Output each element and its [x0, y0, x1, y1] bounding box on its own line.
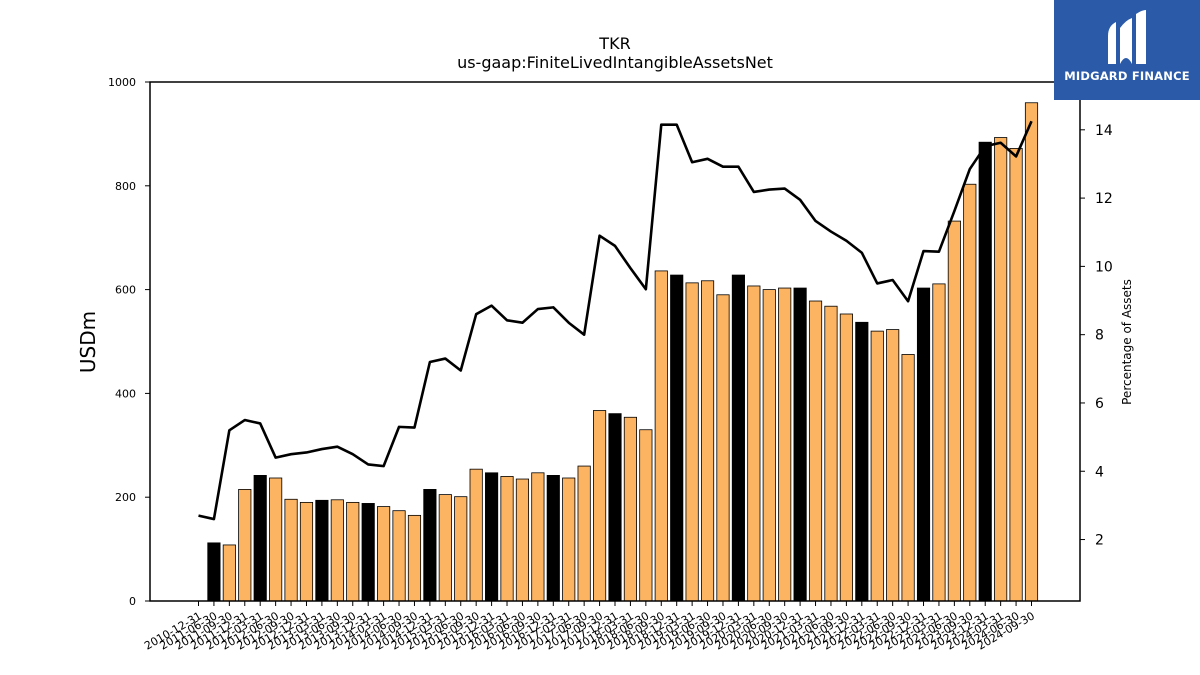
chart-title: TKR — [598, 34, 630, 53]
line-series — [198, 120, 1033, 521]
y2-tick-label: 2 — [1095, 533, 1104, 549]
bar-series — [207, 102, 1039, 602]
bar — [747, 285, 761, 602]
y-tick-label: 800 — [115, 180, 136, 193]
bar — [916, 287, 931, 602]
bar — [793, 287, 807, 602]
y-axis-label: USDm — [76, 311, 100, 373]
bar — [932, 283, 946, 602]
bar — [315, 499, 329, 602]
percentage-line — [198, 120, 1033, 521]
y-tick-label: 400 — [115, 387, 136, 400]
y2-tick-label: 12 — [1095, 191, 1113, 207]
bar — [947, 220, 961, 602]
bar — [639, 429, 653, 602]
bar — [1024, 102, 1039, 602]
bar — [238, 489, 252, 602]
y-tick-label: 1000 — [108, 76, 136, 89]
brand-name: MIDGARD FINANCE — [1064, 69, 1190, 83]
y-tick-label: 200 — [115, 491, 136, 504]
bar — [716, 294, 730, 602]
bar — [207, 542, 221, 602]
brand-logo: MIDGARD FINANCE — [1054, 0, 1200, 100]
bar — [222, 544, 236, 602]
bar — [808, 300, 823, 602]
bar — [330, 499, 344, 602]
bar — [731, 274, 745, 602]
bar — [1009, 148, 1023, 602]
y2-tick-label: 10 — [1095, 259, 1113, 275]
x-axis: 2010-12-312011-06-302011-09-302011-12-31… — [142, 601, 1037, 653]
bar — [839, 313, 853, 602]
bar — [685, 282, 699, 602]
bar — [963, 183, 977, 602]
y2-tick-label: 14 — [1095, 123, 1113, 139]
bar — [886, 329, 900, 602]
bar — [253, 475, 267, 602]
bar — [269, 477, 283, 602]
bar — [531, 472, 545, 602]
bar — [901, 354, 915, 602]
bar — [361, 503, 375, 602]
bar — [454, 496, 468, 602]
y-axis-left: 0 200 400 600 800 1000 — [108, 76, 150, 608]
bar — [762, 289, 776, 602]
y-tick-label: 0 — [129, 595, 136, 608]
bar — [299, 501, 314, 602]
bar — [593, 410, 607, 602]
bar — [870, 330, 884, 602]
y2-tick-label: 8 — [1095, 328, 1104, 344]
bar — [654, 270, 668, 602]
y2-axis-label: Percentage of Assets — [1120, 279, 1134, 405]
bar — [994, 137, 1008, 602]
y-axis-right: 2 4 6 8 10 12 14 — [1080, 123, 1113, 549]
bar — [392, 510, 406, 602]
bar — [700, 280, 715, 602]
bar — [623, 416, 637, 602]
bar — [577, 465, 591, 602]
bar — [670, 274, 684, 602]
chart-subtitle: us-gaap:FiniteLivedIntangibleAssetsNet — [457, 53, 773, 72]
bar — [778, 287, 792, 602]
brand-mark-icon — [1108, 10, 1146, 64]
bar — [407, 514, 422, 602]
bar — [485, 472, 499, 602]
bar — [562, 477, 576, 602]
bar — [546, 475, 560, 602]
bar — [500, 476, 514, 602]
bar — [978, 141, 992, 602]
bar — [855, 321, 869, 602]
bar — [377, 506, 391, 602]
bar — [824, 305, 838, 602]
bar — [346, 501, 360, 602]
y2-tick-label: 6 — [1095, 396, 1104, 412]
y-tick-label: 600 — [115, 284, 136, 297]
bar — [423, 489, 437, 602]
y2-tick-label: 4 — [1095, 464, 1104, 480]
bar — [284, 498, 298, 602]
bar — [469, 468, 483, 602]
bar — [515, 478, 530, 602]
bar — [438, 494, 452, 602]
bar — [608, 413, 622, 602]
